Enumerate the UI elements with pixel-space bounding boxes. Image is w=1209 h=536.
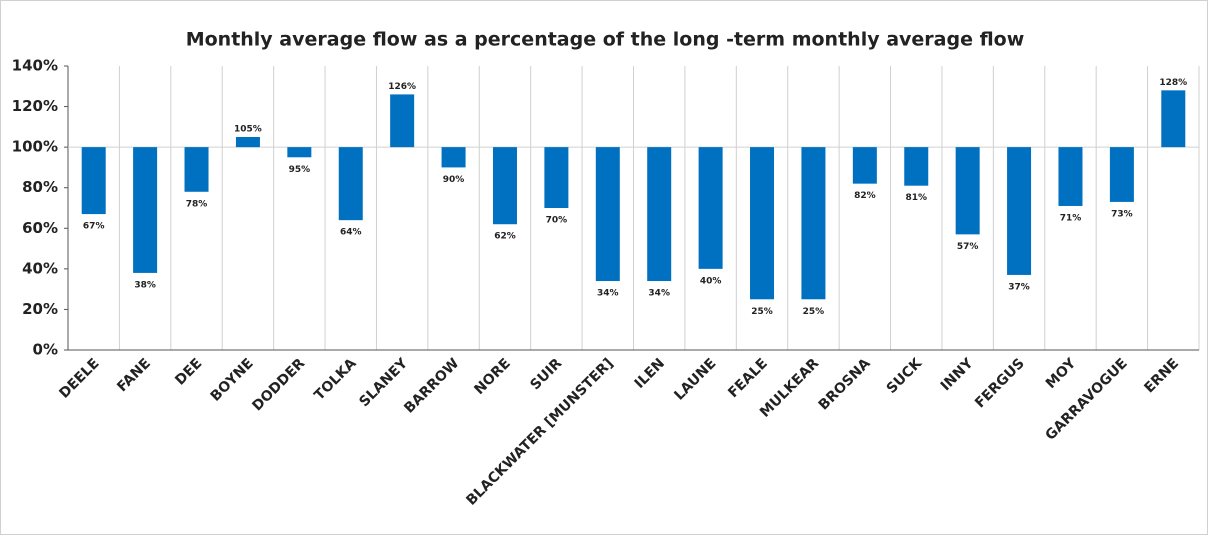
bar (390, 94, 415, 148)
value-label: 105% (234, 125, 262, 135)
y-tick-label: 80% (22, 178, 58, 196)
bar (955, 147, 980, 235)
y-tick-label: 60% (22, 219, 58, 237)
y-tick-label: 0% (33, 341, 58, 359)
value-label: 128% (1159, 78, 1187, 88)
bar (595, 147, 620, 282)
value-label: 25% (751, 307, 773, 317)
y-tick-label: 140% (12, 57, 58, 75)
value-label: 81% (905, 193, 927, 203)
value-label: 25% (803, 307, 825, 317)
bar (698, 147, 723, 269)
bar (904, 147, 929, 186)
bar (1161, 90, 1186, 148)
bar (287, 147, 312, 158)
value-label: 71% (1060, 213, 1082, 223)
bar (81, 147, 106, 215)
bar (133, 147, 158, 273)
bar (647, 147, 672, 282)
bar (1058, 147, 1083, 206)
value-label: 37% (1008, 282, 1030, 292)
value-label: 34% (597, 289, 619, 299)
y-tick-label: 120% (12, 97, 58, 115)
chart-title: Monthly average flow as a percentage of … (186, 29, 1025, 51)
bar (441, 147, 466, 168)
value-label: 40% (700, 276, 722, 286)
y-tick-label: 20% (22, 300, 58, 318)
bar (801, 147, 826, 300)
value-label: 90% (443, 175, 465, 185)
value-label: 70% (546, 216, 568, 226)
value-label: 57% (957, 242, 979, 252)
value-label: 64% (340, 228, 362, 238)
value-label: 95% (289, 165, 311, 175)
value-label: 82% (854, 191, 876, 201)
bar (338, 147, 363, 221)
value-label: 126% (388, 82, 416, 92)
bar (852, 147, 877, 184)
value-label: 73% (1111, 209, 1133, 219)
bar (1007, 147, 1032, 275)
bar (1109, 147, 1134, 202)
bar (544, 147, 569, 208)
y-tick-label: 40% (22, 259, 58, 277)
value-label: 34% (648, 289, 670, 299)
value-label: 78% (186, 199, 208, 209)
y-tick-label: 100% (12, 138, 58, 156)
value-label: 67% (83, 222, 105, 232)
bar (235, 137, 260, 148)
bar (184, 147, 209, 192)
value-label: 38% (134, 280, 156, 290)
bar (750, 147, 775, 300)
value-label: 62% (494, 232, 516, 242)
bar (492, 147, 517, 225)
